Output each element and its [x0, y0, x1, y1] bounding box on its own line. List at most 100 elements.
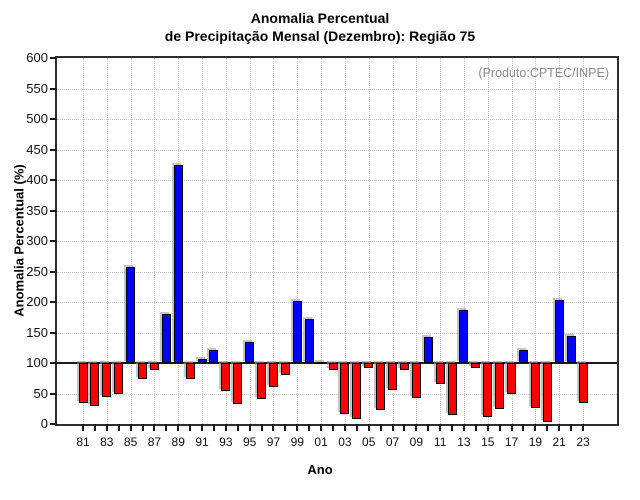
y-tick-label: 400 — [26, 172, 48, 187]
x-tick — [379, 424, 382, 431]
produto-annotation: (Produto:CPTEC/INPE) — [478, 66, 609, 80]
x-tick — [570, 424, 573, 431]
x-tick-label: 23 — [576, 435, 590, 449]
y-tick — [50, 118, 57, 120]
bar — [399, 363, 409, 370]
gridline-vertical — [535, 58, 537, 424]
x-tick — [486, 424, 489, 431]
bar — [483, 363, 493, 417]
x-tick — [582, 424, 584, 431]
x-tick — [403, 424, 406, 431]
x-tick — [415, 424, 418, 431]
x-tick-label: 89 — [171, 435, 185, 449]
gridline-vertical — [368, 58, 370, 424]
y-axis-label: Anomalia Percentual (%) — [11, 164, 27, 317]
bar — [304, 319, 314, 363]
x-tick — [141, 424, 144, 431]
x-tick-label: 95 — [242, 435, 257, 449]
x-tick — [224, 424, 227, 431]
gridline-vertical — [392, 58, 394, 424]
bar — [495, 363, 505, 410]
y-tick — [50, 87, 57, 90]
x-tick — [451, 424, 454, 431]
x-tick — [320, 424, 323, 431]
y-tick — [50, 362, 57, 364]
gridline-vertical — [106, 58, 108, 424]
bar — [126, 266, 136, 363]
bar — [161, 314, 171, 363]
gridline-horizontal — [57, 119, 617, 120]
bar — [376, 363, 386, 410]
x-tick-label: 17 — [504, 435, 519, 449]
bar — [90, 363, 100, 406]
gridline-horizontal — [57, 271, 617, 273]
x-tick — [153, 424, 156, 431]
gridline-horizontal — [57, 241, 617, 242]
y-tick-label: 150 — [26, 324, 48, 340]
x-tick — [260, 424, 263, 431]
x-tick — [522, 424, 525, 431]
bar — [542, 363, 552, 422]
gridline-horizontal — [57, 332, 617, 334]
x-tick — [117, 424, 120, 431]
bar — [185, 363, 195, 380]
gridline-horizontal — [57, 210, 617, 212]
x-tick-label: 81 — [76, 435, 90, 449]
x-tick — [82, 424, 84, 431]
bar — [435, 363, 445, 384]
gridline-vertical — [344, 58, 346, 424]
bar — [578, 363, 588, 403]
y-tick-label: 550 — [26, 80, 48, 96]
x-tick — [546, 424, 549, 431]
bar — [471, 363, 481, 369]
gridline-vertical — [487, 58, 489, 424]
bar — [530, 363, 540, 409]
x-tick — [391, 424, 394, 431]
bar — [447, 363, 457, 416]
bar — [566, 335, 576, 363]
gridline-horizontal — [57, 302, 617, 303]
gridline-horizontal — [57, 180, 617, 181]
gridline-vertical — [511, 58, 513, 424]
bar — [280, 363, 290, 375]
x-tick — [355, 424, 358, 431]
bar — [518, 350, 528, 363]
x-tick-label: 11 — [433, 435, 447, 449]
chart-title-line2: de Precipitação Mensal (Dezembro): Regiã… — [164, 28, 476, 44]
y-tick — [50, 57, 57, 59]
y-tick-label: 0 — [40, 416, 48, 431]
x-tick — [534, 424, 537, 431]
y-tick — [50, 423, 57, 425]
bar — [245, 341, 255, 363]
y-tick-label: 600 — [26, 50, 48, 65]
gridline-vertical — [225, 58, 227, 424]
x-tick — [498, 424, 501, 431]
bar — [388, 363, 398, 390]
x-tick — [474, 424, 477, 431]
x-tick-label: 15 — [481, 435, 495, 449]
y-tick-label: 100 — [26, 355, 48, 370]
gridline-horizontal — [57, 393, 617, 395]
x-tick-label: 99 — [290, 435, 304, 449]
y-tick-label: 450 — [26, 141, 48, 157]
x-tick — [510, 424, 513, 431]
x-tick-label: 83 — [100, 435, 114, 449]
bar — [328, 363, 338, 370]
x-tick — [177, 424, 180, 431]
gridline-vertical — [154, 58, 156, 424]
x-tick — [284, 424, 287, 431]
x-tick — [343, 424, 346, 431]
x-tick — [189, 424, 192, 431]
gridline-vertical — [249, 58, 251, 424]
bar — [292, 300, 302, 363]
x-tick — [558, 424, 561, 431]
x-tick — [367, 424, 370, 431]
x-tick — [248, 424, 251, 431]
x-tick — [212, 424, 215, 431]
x-tick-label: 09 — [409, 435, 423, 449]
x-tick — [272, 424, 275, 431]
x-tick — [308, 424, 311, 431]
bar — [257, 363, 267, 399]
x-tick — [462, 424, 465, 431]
x-tick — [236, 424, 239, 431]
